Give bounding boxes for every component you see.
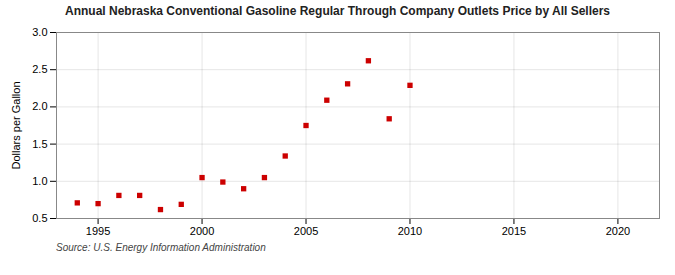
- svg-text:2020: 2020: [606, 226, 630, 238]
- html-text:Source: U.S. Energy Informatio: Source: U.S. Energy Information Administ…: [56, 242, 266, 254]
- svg-text:2000: 2000: [190, 226, 214, 238]
- svg-text:2015: 2015: [502, 226, 526, 238]
- svg-text:3.0: 3.0: [32, 26, 47, 38]
- svg-text:Dollars per Gallon: Dollars per Gallon: [10, 82, 22, 170]
- svg-text:1.5: 1.5: [32, 138, 47, 150]
- svg-text:2005: 2005: [294, 226, 318, 238]
- svg-text:1.0: 1.0: [32, 175, 47, 187]
- svg-text:2010: 2010: [398, 226, 422, 238]
- svg-text:1995: 1995: [86, 226, 110, 238]
- svg-text:0.5: 0.5: [32, 212, 47, 224]
- html-text:Annual Nebraska Conventional G: Annual Nebraska Conventional Gasoline Re…: [65, 4, 610, 18]
- svg-text:2.5: 2.5: [32, 64, 47, 76]
- svg-text:2.0: 2.0: [32, 101, 47, 113]
